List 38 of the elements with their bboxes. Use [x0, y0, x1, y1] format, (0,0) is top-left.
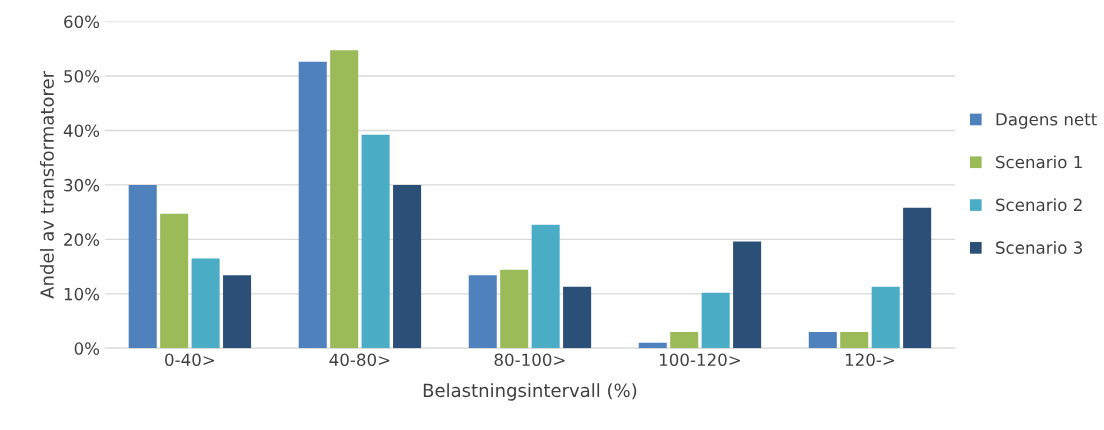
- bar: [160, 213, 189, 349]
- bar: [500, 269, 529, 349]
- x-tick-label: 120->: [845, 353, 895, 367]
- bar: [701, 292, 730, 349]
- y-tick-label: 0%: [74, 342, 100, 355]
- y-tick-label: 20%: [64, 233, 100, 246]
- bar: [840, 331, 869, 349]
- bar: [361, 134, 390, 349]
- y-axis-title: Andel av transformatorer: [39, 70, 54, 299]
- x-tick-label: 0-40>: [165, 353, 215, 367]
- bar: [128, 184, 157, 349]
- legend-label: Dagens nett: [996, 113, 1097, 129]
- bar: [468, 275, 497, 349]
- bar: [223, 275, 252, 349]
- legend-label: Scenario 3: [996, 241, 1082, 254]
- x-tick-label: 40-80>: [329, 353, 390, 367]
- x-axis-title: Belastningsintervall (%): [423, 383, 637, 401]
- y-tick-label: 50%: [64, 69, 100, 83]
- bar: [531, 224, 560, 349]
- y-tick-label: 10%: [64, 287, 100, 301]
- bar: [670, 331, 699, 349]
- legend-label: Scenario 2: [996, 198, 1082, 212]
- bar: [733, 241, 762, 349]
- x-tick-label: 100-120>: [659, 353, 740, 367]
- bar: [330, 50, 359, 349]
- bar: [808, 331, 837, 349]
- bar: [191, 258, 220, 349]
- y-tick-label: 30%: [64, 178, 100, 192]
- bar: [563, 286, 592, 349]
- bar: [871, 286, 900, 349]
- legend-label: Scenario 1: [996, 155, 1082, 169]
- y-tick-label: 40%: [63, 124, 100, 137]
- bar: [393, 184, 422, 349]
- y-tick-label: 60%: [64, 15, 100, 29]
- bar: [298, 61, 327, 349]
- bar: [638, 342, 667, 349]
- bar: [903, 207, 932, 349]
- x-tick-label: 80-100>: [494, 353, 565, 367]
